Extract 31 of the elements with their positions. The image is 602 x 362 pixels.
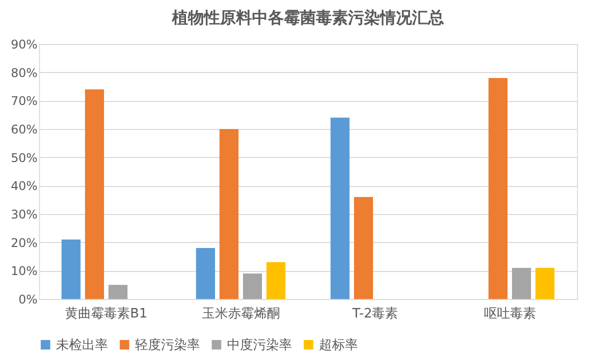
y-tick-label: 30%: [10, 208, 38, 222]
y-tick-label: 40%: [10, 179, 38, 194]
legend-label: 未检出率: [56, 336, 108, 353]
bar: [242, 274, 262, 299]
y-tick-label: 80%: [10, 66, 38, 80]
y-tick-label: 70%: [10, 94, 38, 108]
bar: [535, 268, 554, 299]
bar: [62, 240, 81, 299]
y-tick-label: 60%: [10, 122, 38, 136]
bar: [196, 248, 216, 299]
bar: [354, 197, 374, 299]
legend-label: 超标率: [319, 336, 358, 353]
bar: [488, 78, 508, 299]
bar: [85, 89, 104, 299]
y-tick-label: 0%: [18, 292, 38, 306]
bar: [512, 268, 531, 299]
x-tick-label: 呕吐毒素: [484, 306, 536, 322]
chart-title: 植物性原料中各霉菌毒素污染情况汇总: [171, 8, 444, 27]
x-tick-label: 玉米赤霉烯酮: [202, 306, 280, 322]
legend-label: 轻度污染率: [135, 336, 200, 353]
x-tick-label: 黄曲霉毒素B1: [65, 306, 148, 322]
bar: [266, 262, 286, 299]
bar: [330, 118, 350, 299]
y-tick-label: 50%: [10, 150, 38, 165]
bar: [220, 129, 239, 299]
y-tick-label: 20%: [10, 236, 38, 250]
bar: [108, 284, 128, 299]
y-tick-label: 10%: [10, 264, 38, 278]
legend-label: 中度污染率: [227, 336, 292, 353]
x-tick-label: T-2毒素: [351, 306, 398, 322]
y-tick-label: 90%: [10, 38, 38, 52]
